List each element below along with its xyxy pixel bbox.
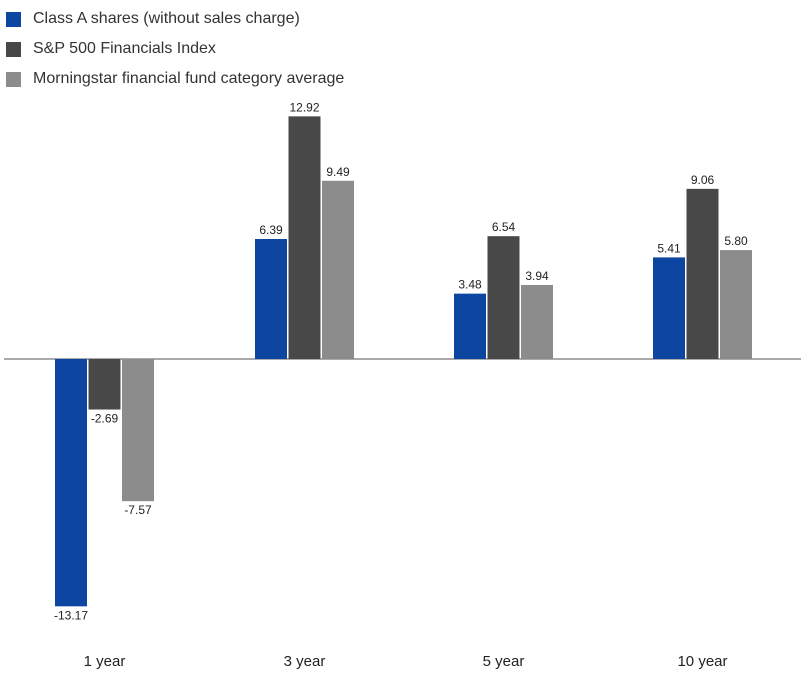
value-label-5-year-series-2: 6.54 (492, 220, 516, 234)
legend-item-sp500-financials: S&P 500 Financials Index (6, 34, 344, 64)
legend-label-sp500-financials: S&P 500 Financials Index (33, 40, 216, 57)
bar-1-year-series-1 (55, 359, 87, 607)
value-label-3-year-series-3: 9.49 (326, 165, 350, 179)
value-label-10-year-series-1: 5.41 (657, 241, 681, 255)
category-label-10-year: 10 year (677, 653, 727, 670)
legend-item-class-a: Class A shares (without sales charge) (6, 4, 344, 34)
value-label-1-year-series-1: -13.17 (54, 608, 88, 622)
legend-swatch-class-a (6, 11, 21, 27)
legend-swatch-morningstar-average (6, 71, 21, 87)
bar-10-year-series-1 (653, 257, 685, 359)
legend-label-morningstar-average: Morningstar financial fund category aver… (33, 70, 345, 87)
chart-legend: Class A shares (without sales charge) S&… (6, 4, 344, 94)
bar-1-year-series-2 (88, 359, 121, 410)
legend-item-morningstar-average: Morningstar financial fund category aver… (6, 64, 344, 94)
value-label-3-year-series-2: 12.92 (289, 100, 319, 114)
bar-3-year-series-3 (322, 180, 354, 359)
legend-swatch-sp500-financials (6, 41, 21, 57)
bar-3-year-series-2 (288, 116, 321, 359)
value-label-10-year-series-2: 9.06 (691, 173, 715, 187)
bar-10-year-series-3 (720, 250, 752, 359)
bar-10-year-series-2 (686, 188, 719, 359)
value-label-10-year-series-3: 5.80 (724, 234, 748, 248)
bar-5-year-series-1 (454, 293, 486, 359)
bar-5-year-series-2 (487, 236, 520, 359)
value-label-5-year-series-1: 3.48 (458, 278, 482, 292)
legend-label-class-a: Class A shares (without sales charge) (33, 10, 300, 27)
bar-1-year-series-3 (122, 359, 154, 502)
bar-5-year-series-3 (521, 285, 553, 359)
category-label-5-year: 5 year (483, 653, 525, 670)
category-label-3-year: 3 year (284, 653, 326, 670)
value-label-5-year-series-3: 3.94 (525, 269, 549, 283)
category-label-1-year: 1 year (84, 653, 126, 670)
value-label-1-year-series-2: -2.69 (91, 412, 119, 426)
bar-3-year-series-1 (255, 238, 287, 359)
value-label-1-year-series-3: -7.57 (124, 503, 152, 517)
value-label-3-year-series-1: 6.39 (259, 223, 283, 237)
